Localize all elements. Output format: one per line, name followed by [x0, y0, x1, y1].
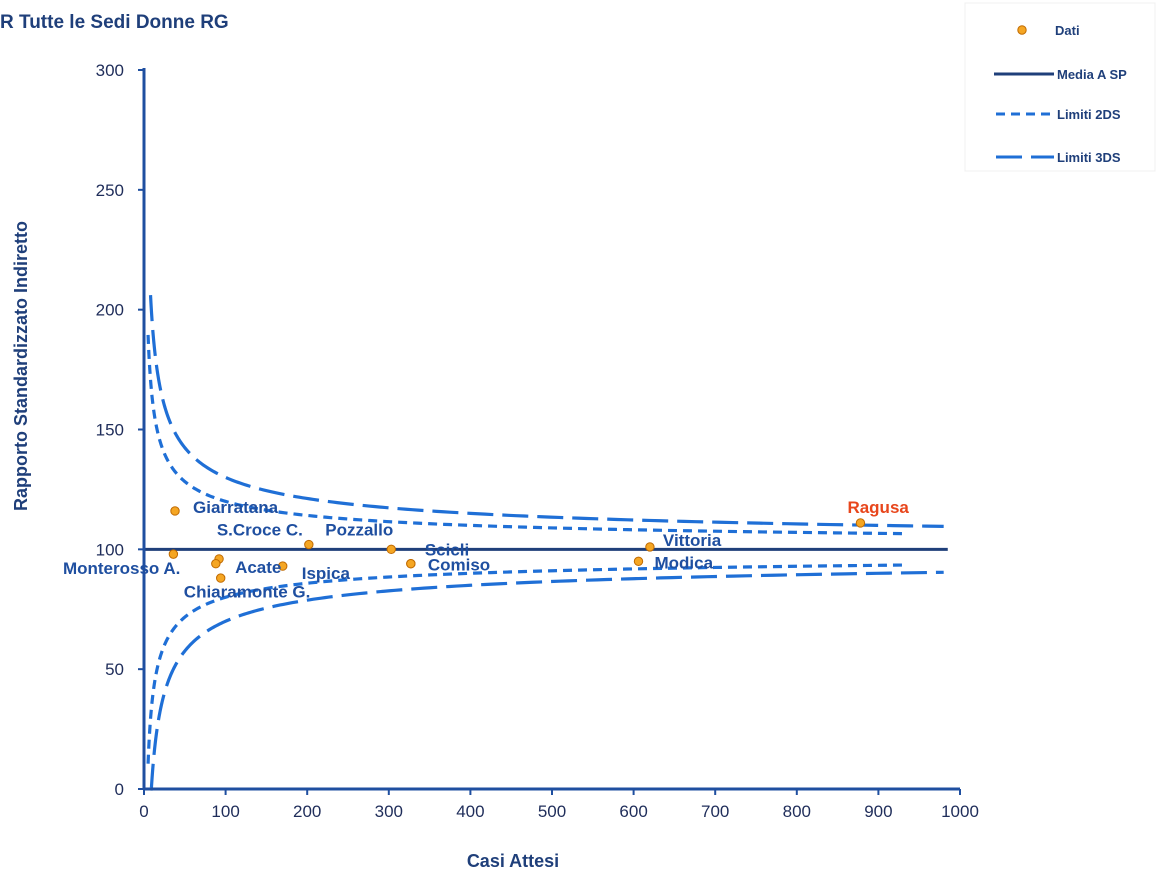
x-tick-label: 200: [293, 802, 321, 821]
point-label-pozzallo: Pozzallo: [325, 520, 393, 539]
x-axis-title: Casi Attesi: [467, 851, 559, 871]
x-tick-label: 100: [211, 802, 239, 821]
point-label-chiaramonte-g: Chiaramonte G.: [184, 583, 311, 602]
limit-2ds-lower: [146, 563, 903, 764]
y-tick-label: 100: [96, 540, 124, 559]
data-point: [278, 561, 288, 571]
data-point: [645, 542, 655, 552]
legend-label: Media A SP: [1057, 67, 1127, 82]
x-tick-label: 600: [619, 802, 647, 821]
legend-label: Limiti 3DS: [1057, 150, 1121, 165]
point-label-giarratana: Giarratana: [193, 498, 279, 517]
legend-box: [964, 2, 1156, 172]
data-point: [633, 556, 644, 567]
legend: Dati Media A SP Limiti 2DS Limiti 3DS: [964, 2, 1156, 172]
x-tick-label: 0: [139, 802, 148, 821]
tick-labels: 0 100 200 300 400 500 600 700 800 900 1000 0 50 100 15…: [96, 61, 979, 821]
point-labels: Giarratana Monterosso A. Acate Chiaramonte …: [63, 498, 909, 602]
point-label-ragusa: Ragusa: [847, 498, 909, 517]
data-point: [216, 573, 226, 583]
axes: [142, 68, 960, 791]
chart-title: R Tutte le Sedi Donne RG: [0, 12, 229, 33]
x-tick-label: 500: [538, 802, 566, 821]
y-tick-label: 0: [115, 780, 124, 799]
point-label-modica: Modica: [654, 553, 713, 572]
limit-3ds-lower: [149, 570, 944, 791]
x-tick-label: 900: [864, 802, 892, 821]
x-tick-label: 400: [456, 802, 484, 821]
legend-label: Limiti 2DS: [1057, 107, 1121, 122]
legend-swatch-dati: [1017, 25, 1027, 35]
data-point: [406, 559, 416, 569]
x-tick-label: 800: [783, 802, 811, 821]
y-axis-title: Rapporto Standardizzato Indiretto: [11, 221, 31, 511]
data-point: [304, 539, 314, 550]
y-tick-label: 300: [96, 61, 124, 80]
point-label-acate: Acate: [235, 558, 281, 577]
y-tick-label: 50: [105, 660, 124, 679]
data-point: [168, 549, 179, 559]
data-point: [855, 518, 866, 528]
x-tick-label: 300: [375, 802, 403, 821]
data-points: [168, 506, 866, 583]
limit-2ds-upper: [146, 334, 903, 536]
point-label-ispica: Ispica: [302, 564, 351, 583]
x-tick-label: 1000: [941, 802, 979, 821]
data-point: [211, 559, 221, 569]
point-label-vittoria: Vittoria: [663, 531, 722, 550]
point-label-s-croce-c: S.Croce C.: [217, 521, 303, 540]
y-tick-label: 250: [96, 181, 124, 200]
y-tick-label: 150: [96, 421, 124, 440]
limit-curves: [146, 295, 944, 791]
point-label-comiso: Comiso: [428, 556, 490, 575]
y-tick-label: 200: [96, 301, 124, 320]
data-point: [170, 506, 180, 516]
x-tick-label: 700: [701, 802, 729, 821]
point-label-scicli: Scicli: [425, 541, 469, 560]
point-label-monterosso-a: Monterosso A.: [63, 559, 180, 578]
data-point: [386, 544, 396, 555]
legend-label: Dati: [1055, 23, 1080, 38]
limit-3ds-upper: [148, 295, 944, 528]
